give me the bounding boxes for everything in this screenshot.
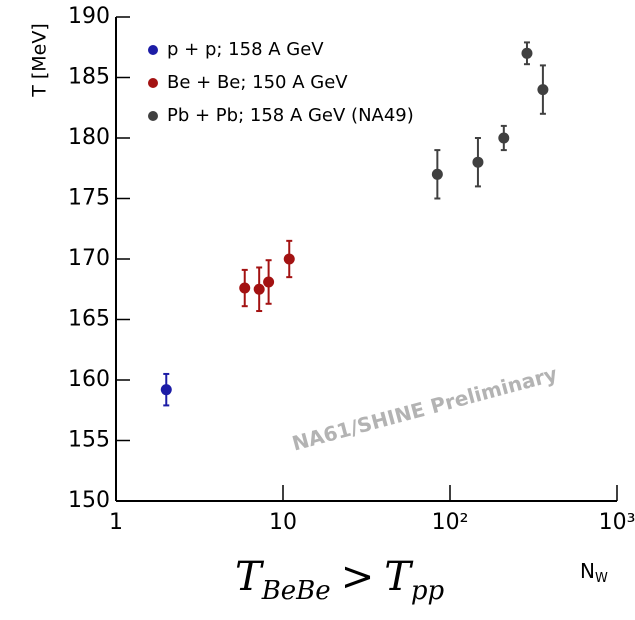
legend-label: Pb + Pb; 158 A GeV (NA49): [167, 105, 414, 126]
x-axis-label: NW: [580, 559, 608, 586]
point: [431, 168, 443, 180]
watermark: NA61/SHINE Preliminary: [289, 362, 559, 456]
point: [472, 156, 484, 168]
point: [239, 282, 251, 294]
y-tick-label: 155: [68, 428, 110, 453]
legend-label: p + p; 158 A GeV: [167, 39, 324, 60]
y-tick-label: 150: [68, 488, 110, 513]
x-tick-label: 10³: [599, 510, 635, 535]
legend-label: Be + Be; 150 A GeV: [167, 72, 348, 93]
point: [263, 276, 275, 288]
point: [521, 47, 533, 59]
y-tick-label: 180: [68, 125, 110, 150]
point: [283, 253, 295, 265]
y-tick-label: 190: [68, 4, 110, 29]
formula-rhs-sub: pp: [411, 576, 445, 606]
y-tick-label: 175: [68, 186, 110, 211]
point: [160, 384, 172, 396]
y-tick-label: 170: [68, 246, 110, 271]
x-tick-label: 10: [269, 510, 297, 535]
formula: TBeBe > Tpp: [235, 554, 445, 606]
y-tick-label: 165: [68, 307, 110, 332]
x-axis-label-sub: W: [595, 571, 608, 586]
formula-op: >: [341, 554, 375, 600]
y-axis-label: T [MeV]: [29, 23, 51, 98]
y-tick-label: 185: [68, 65, 110, 90]
point: [253, 283, 265, 295]
legend-marker: [148, 111, 158, 121]
point: [498, 132, 510, 144]
point: [537, 84, 549, 96]
formula-lhs-sub: BeBe: [261, 576, 331, 606]
formula-lhs: T: [235, 554, 265, 600]
x-tick-label: 10²: [432, 510, 469, 535]
x-tick-label: 1: [109, 510, 123, 535]
legend-marker: [148, 78, 158, 88]
x-axis-label-main: N: [580, 559, 595, 583]
y-tick-label: 160: [68, 367, 110, 392]
formula-rhs: T: [384, 554, 414, 600]
legend-marker: [148, 45, 158, 55]
